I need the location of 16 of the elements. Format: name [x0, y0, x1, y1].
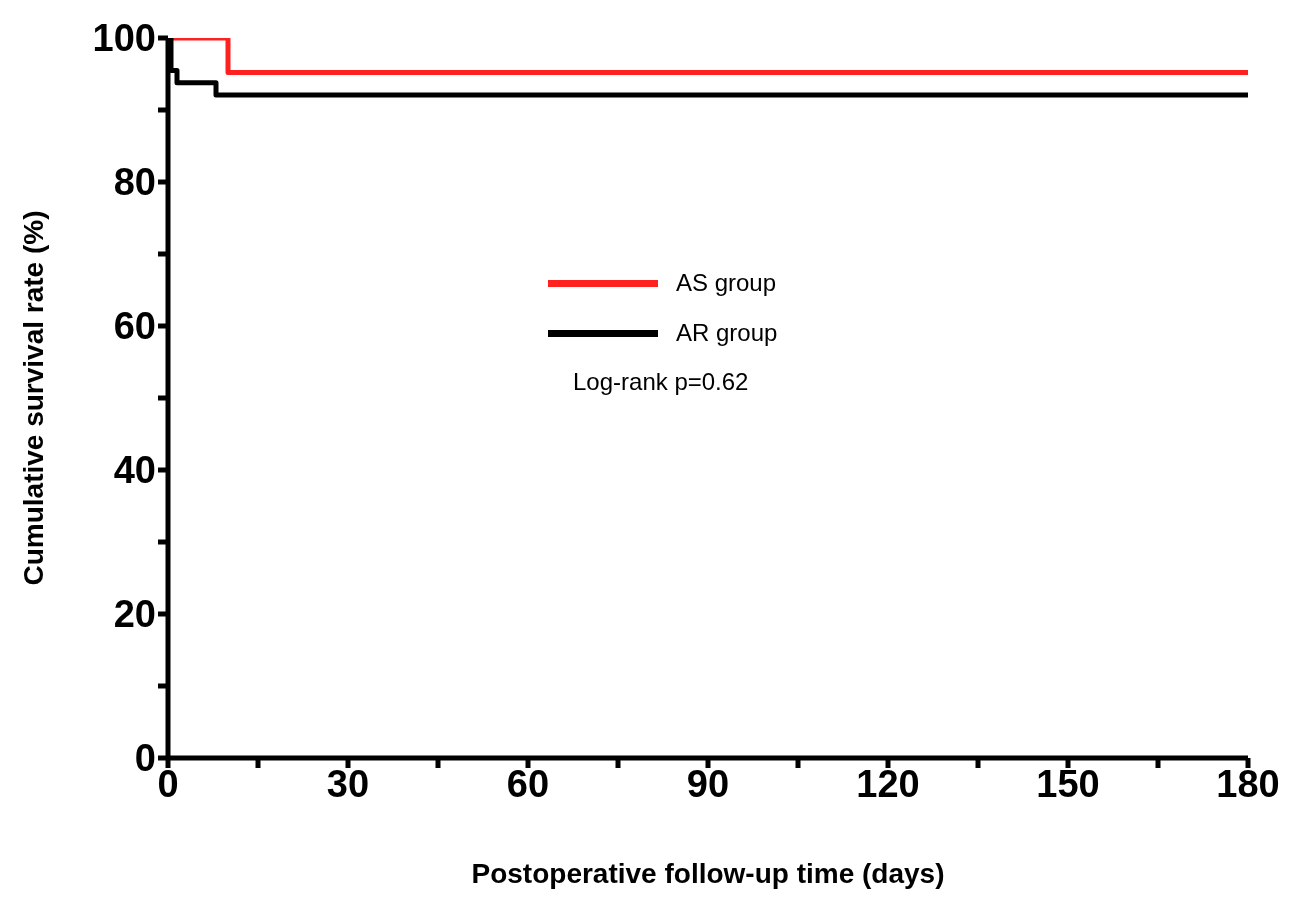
x-tick-label: 150 — [1036, 762, 1100, 805]
y-axis-title: Cumulative survival rate (%) — [17, 210, 49, 586]
legend-label: AR group — [676, 319, 778, 347]
x-tick-label: 60 — [506, 762, 550, 805]
y-tick-label: 80 — [113, 161, 156, 204]
legend-label: AS group — [676, 269, 777, 297]
x-tick-label: 180 — [1216, 762, 1280, 805]
annotation: Log-rank p=0.62 — [573, 368, 749, 396]
x-tick-label: 90 — [686, 762, 730, 805]
x-axis-title: Postoperative follow-up time (days) — [471, 858, 945, 889]
y-tick-label: 60 — [113, 305, 156, 348]
y-tick-label: 40 — [113, 449, 156, 492]
y-tick-label: 100 — [92, 17, 156, 60]
x-tick-label: 30 — [326, 762, 370, 805]
x-tick-label: 120 — [856, 762, 920, 805]
y-tick-label: 20 — [113, 593, 156, 636]
